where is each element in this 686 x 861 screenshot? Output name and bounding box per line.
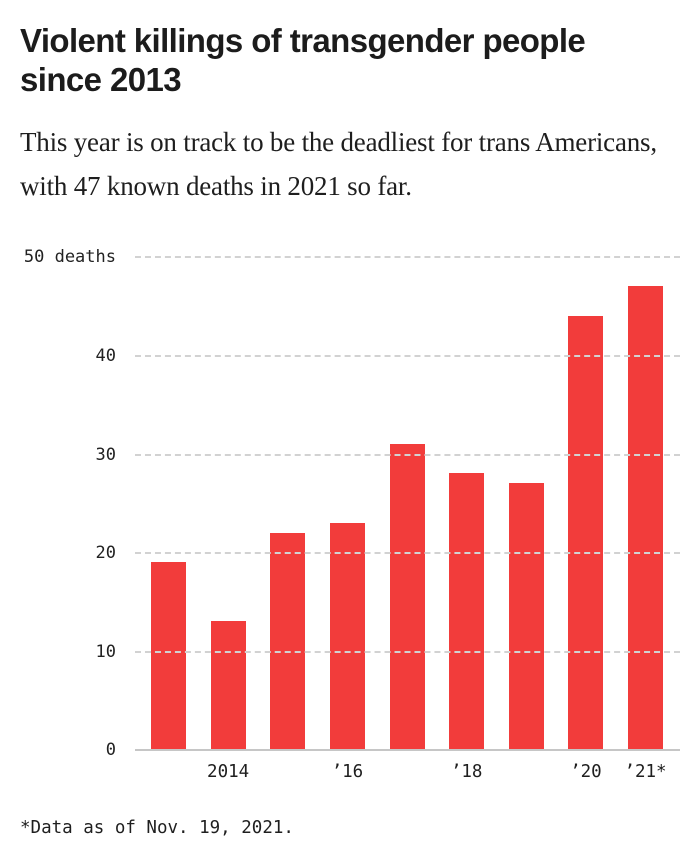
y-axis-label-50: 50 deaths xyxy=(23,247,116,268)
bar-2020 xyxy=(568,315,604,750)
gridline-40 xyxy=(135,355,680,357)
footnote: *Data as of Nov. 19, 2021. xyxy=(20,818,294,839)
plot-area: 2014 ’16 ’18 ’20 ’21* 0 10 20 30 40 50 deaths xyxy=(24,247,680,782)
bar-2021 xyxy=(628,286,663,750)
bar-chart: 2014 ’16 ’18 ’20 ’21* 0 10 20 30 40 50 deaths xyxy=(20,246,680,786)
y-axis-label-20: 20 xyxy=(95,543,116,564)
bars xyxy=(135,256,680,750)
y-axis-label-40: 40 xyxy=(95,346,116,366)
bar-2018 xyxy=(449,473,485,750)
gridline-10 xyxy=(135,650,680,653)
y-axis-label-0: 0 xyxy=(105,740,116,761)
x-axis-label-2018: ’18 xyxy=(450,762,483,783)
x-axis-label-2014: 2014 xyxy=(207,762,250,783)
bar-2019 xyxy=(508,483,544,750)
bar-2017 xyxy=(389,443,425,750)
chart-subtitle: This year is on track to be the deadlies… xyxy=(20,126,657,202)
x-axis-label-2016: ’16 xyxy=(331,762,364,783)
gridline-50 xyxy=(135,256,680,259)
bar-2015 xyxy=(270,532,306,750)
y-axis-label-10: 10 xyxy=(95,641,116,662)
bar-2013 xyxy=(151,562,186,750)
gridline-0 xyxy=(135,749,680,752)
chart-title: Violent killings of transgender people s… xyxy=(20,22,586,98)
bar-2014 xyxy=(210,621,246,750)
x-axis-label-2020: ’20 xyxy=(570,762,602,783)
y-axis-label-30: 30 xyxy=(95,444,116,465)
x-axis: 2014 ’16 ’18 ’20 ’21* xyxy=(135,762,680,786)
gridline-30 xyxy=(135,453,680,456)
x-axis-label-2021: ’21* xyxy=(624,762,667,783)
gridline-20 xyxy=(135,552,680,555)
bar-2016 xyxy=(329,522,365,750)
